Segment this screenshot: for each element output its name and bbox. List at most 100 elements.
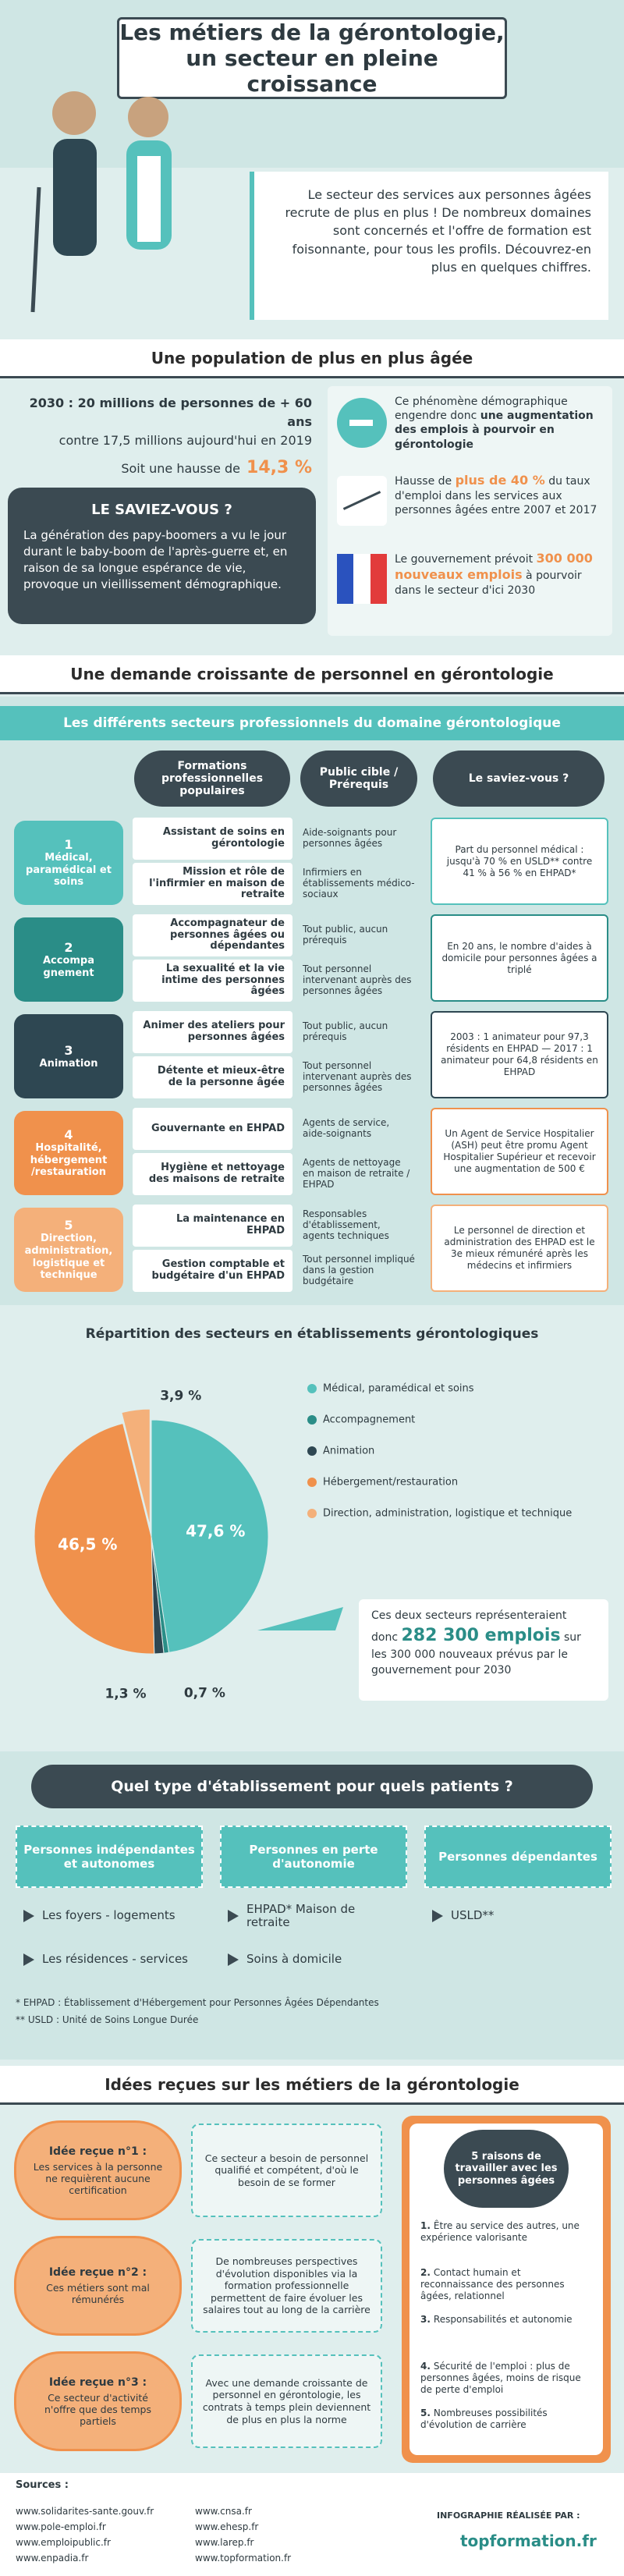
answer-text: Ce secteur a besoin de personnel qualifi… [204,2152,369,2188]
fact-box: Part du personnel médical : jusqu'à 70 %… [431,818,608,905]
reasons-inner: 5 raisons de travailler avec les personn… [410,2124,603,2455]
intro-box: Le secteur des services aux personnes âg… [250,172,608,320]
annotation-text: sur les 300 000 nouveaux prévus par le g… [371,1630,581,1677]
formation: Hygiène et nettoyage des maisons de retr… [133,1153,292,1195]
legend-swatch [307,1509,317,1518]
myth-text: Les services à la personne ne requièrent… [33,2160,163,2196]
formation: La sexualité et la vie intime des person… [133,960,292,1002]
legend-label: Direction, administration, logistique et… [323,1508,572,1520]
prerequisite-text: Tout personnel impliqué dans la gestion … [303,1254,415,1286]
legend-swatch [307,1446,317,1456]
answer-text: Avec une demande croissante de personnel… [202,2376,371,2425]
fact-highlight: plus de 40 % [455,473,545,488]
formation: La maintenance en EHPAD [133,1205,292,1247]
credit: INFOGRAPHIE RÉALISÉE PAR : [437,2510,580,2521]
legend-label: Animation [323,1446,374,1457]
source-link: www.cnsa.fr [195,2506,252,2517]
value-label: 3,9 % [160,1388,201,1403]
formation-name: Détente et mieux-être de la personne âgé… [157,1065,285,1088]
establishment-name: Les résidences - services [42,1952,188,1967]
head [52,91,96,135]
myth-text: Ces métiers sont mal rémunérés [46,2282,150,2305]
column-header-text: Public cible / Prérequis [319,766,399,791]
value-label: 1,3 % [105,1687,146,1702]
prerequisite: Infirmiers en établissements médico-soci… [296,863,421,905]
cane [30,186,41,313]
flag-red [370,554,387,604]
rise-text: Soit une hausse de [121,461,241,476]
fact-text: Part du personnel médical : jusqu'à 70 %… [446,843,593,878]
value-label: 47,6 % [186,1521,245,1540]
legend-label: Accompagnement [323,1414,415,1426]
pie-slice [151,1419,269,1653]
prerequisite: Tout personnel intervenant auprès des pe… [296,1056,421,1098]
prerequisite: Tout public, aucun prérequis [296,914,421,956]
subtitle: Les différents secteurs professionnels d… [63,715,561,731]
source-link: www.emploipublic.fr [16,2537,111,2548]
title-line: Les métiers de la gérontologie, [119,20,505,45]
formation-name: Accompagnateur de personnes âgées ou dép… [170,917,285,953]
bullet [228,1953,239,1966]
section-banner: Une demande croissante de personnel en g… [0,655,624,694]
fact-text: Hausse de [395,475,452,488]
prerequisite: Tout personnel impliqué dans la gestion … [296,1250,421,1292]
footnote-text: ** USLD : Unité de Soins Longue Durée [16,2014,199,2025]
column-header-text: Le saviez-vous ? [468,772,569,785]
fact-box: Le personnel de direction et administrat… [431,1205,608,1292]
myth-bubble: Idée reçue n°1 : Les services à la person… [14,2120,182,2220]
reason-text: Sécurité de l'emploi : plus de personnes… [420,2361,581,2395]
fact-text: à pourvoir dans le secteur d'ici 2030 [395,569,582,597]
formation-name: Assistant de soins en gérontologie [162,826,285,850]
formation-name: Gouvernante en EHPAD [151,1122,285,1134]
brand: topformation.fr [460,2532,597,2550]
fact-highlight: 300 000 nouveaux emplois [395,551,593,582]
reason-text: Nombreuses possibilités d'évolution de c… [420,2407,548,2430]
bullet [228,1910,239,1922]
reason: 5. Nombreuses possibilités d'évolution de… [420,2407,594,2453]
value-label: 0,7 % [184,1685,225,1701]
formation-name: Hygiène et nettoyage des maisons de retr… [148,1162,285,1185]
column-header: Formations professionnelles populaires [134,750,290,807]
source-link: www.solidarites-sante.gouv.fr [16,2506,154,2517]
fact-text: 2003 : 1 animateur pour 97,3 résidents e… [441,1031,598,1077]
fact-text: Hausse de plus de 40 % du taux d'emploi … [395,473,605,547]
illustration [30,91,172,313]
section-banner: Une population de plus en plus âgée [0,339,624,378]
fact-icon [337,398,387,448]
reason: 3. Responsabilités et autonomie [420,2314,594,2359]
reason-number: 2. [420,2267,431,2278]
legend-label: Médical, paramédical et soins [323,1383,474,1395]
myth-text: Ce secteur d'activité n'offre que des te… [44,2391,151,2427]
myth-bubble: Idée reçue n°2 : Ces métiers sont mal rém… [14,2236,182,2336]
reason-text: Responsabilités et autonomie [433,2314,573,2325]
fact-icon [337,554,387,604]
reasons-title: 5 raisons de travailler avec les personn… [455,2150,558,2187]
sector-number: 2 [64,939,73,955]
footnote-text: * EHPAD : Établissement d'Hébergement po… [16,1997,379,2008]
fact-box: 2003 : 1 animateur pour 97,3 résidents e… [431,1011,608,1098]
fact-box: Un Agent de Service Hospitalier (ASH) pe… [431,1108,608,1195]
fact-text: Le gouvernement prévoit [395,553,534,566]
head [128,97,168,137]
myth-label: Idée reçue n°2 : [48,2266,147,2279]
column-header-text: Personnes indépendantes et autonomes [23,1843,195,1871]
myth-label: Idée reçue n°3 : [48,2376,147,2389]
apron [137,156,161,242]
section-title: Une demande croissante de personnel en g… [70,664,554,683]
column-header: Personnes dépendantes [424,1826,612,1888]
prerequisite: Tout personnel intervenant auprès des pe… [296,960,421,1002]
myth-label: Idée reçue n°1 : [48,2145,147,2158]
sector-badge: 5 Direction, administration, logistique e… [14,1208,123,1292]
myth-bubble: Idée reçue n°3 : Ce secteur d'activité n'… [14,2351,182,2451]
sector-badge: 3 Animation [14,1014,123,1098]
bullet [432,1910,443,1922]
fact-icon [337,476,387,526]
reason: 1. Être au service des autres, une expéri… [420,2220,594,2266]
sector-number: 1 [64,837,73,853]
column-header: Le saviez-vous ? [433,750,604,807]
formation-name: Animer des ateliers pour personnes âgées [143,1020,285,1043]
answer-box: De nombreuses perspectives d'évolution d… [191,2239,382,2333]
pie-slice [34,1422,155,1655]
title-box: Les métiers de la gérontologie, un secteu… [117,17,507,99]
formation-name: La maintenance en EHPAD [176,1213,285,1237]
